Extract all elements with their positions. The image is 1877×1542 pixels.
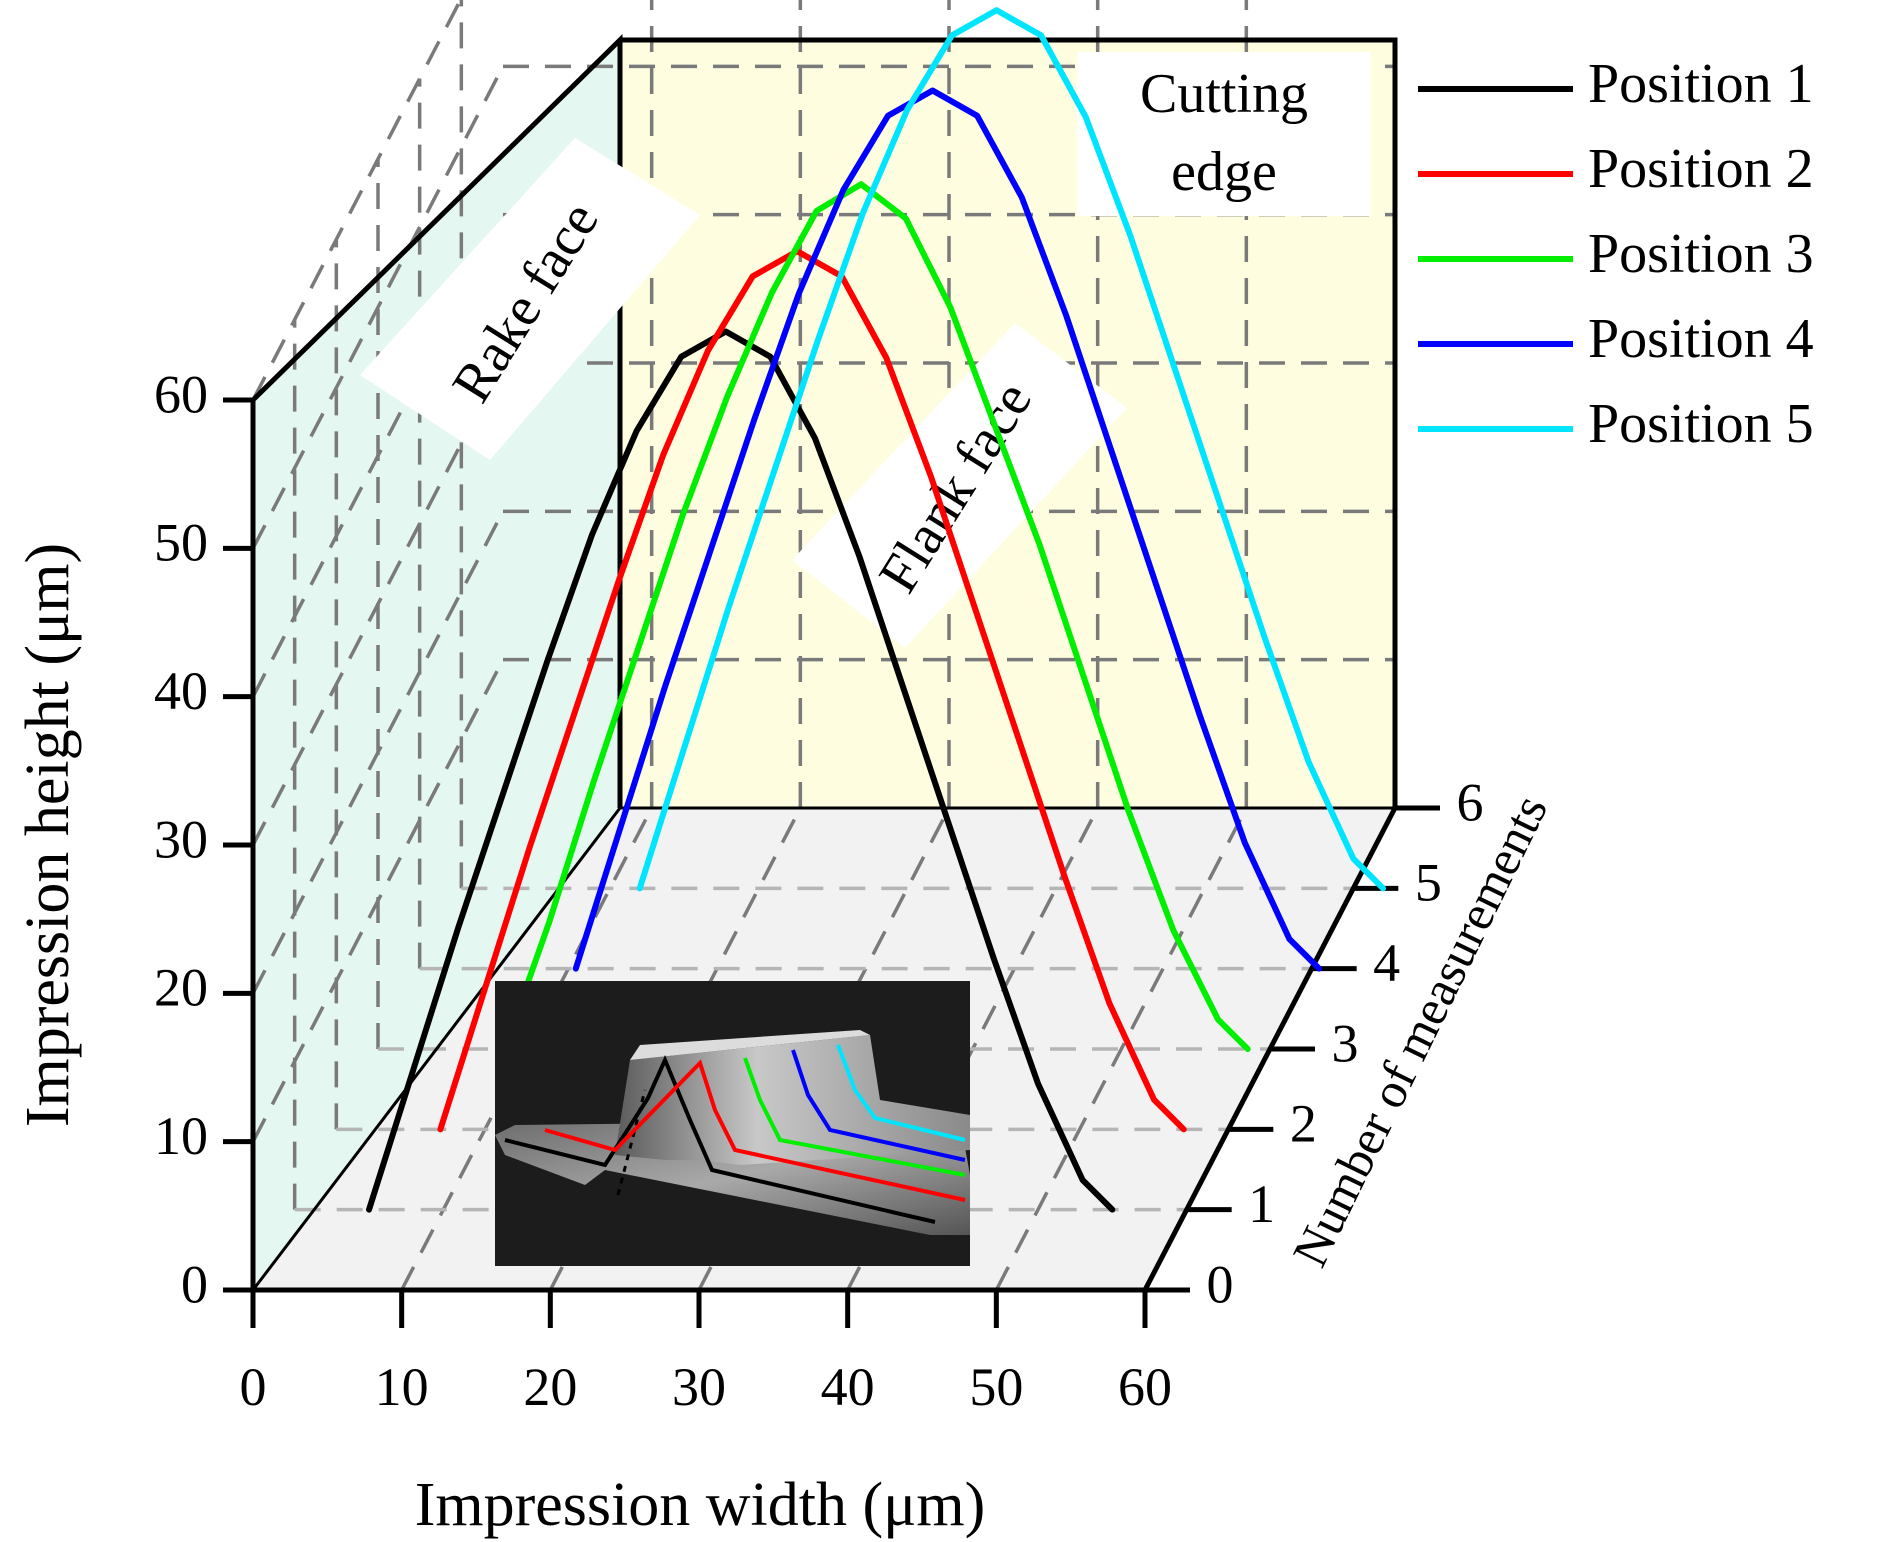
- side-grid-h-50: [251, 65, 505, 550]
- y-axis-title: Impression height (μm): [14, 543, 82, 1127]
- series-line-2: [437, 248, 1187, 1133]
- inset-ridge: [615, 1035, 970, 1165]
- x-tick-label-10: 10: [375, 1357, 429, 1417]
- series-group: [366, 7, 1387, 1213]
- x-tick-label-30: 30: [672, 1357, 726, 1417]
- inset-line-cyan: [836, 1044, 966, 1142]
- x-tick-labels: 0 10 20 30 40 50 60: [240, 1357, 1173, 1417]
- z-tick-label-6: 6: [1457, 772, 1484, 832]
- y-tick-label-10: 10: [154, 1106, 208, 1166]
- legend: Position 1 Position 2 Position 3 Position 4…: [1418, 53, 1814, 455]
- z-tick-label-0: 0: [1207, 1254, 1234, 1314]
- cutting-edge-text-line1: Cutting: [1140, 63, 1308, 125]
- z-tick-label-4: 4: [1373, 933, 1400, 993]
- y-tick-label-50: 50: [154, 513, 208, 573]
- x-tick-label-60: 60: [1118, 1357, 1172, 1417]
- z-tick-label-5: 5: [1415, 853, 1442, 913]
- legend-label-4: Position 4: [1588, 308, 1814, 370]
- y-tick-label-60: 60: [154, 364, 208, 424]
- x-tick-label-50: 50: [969, 1357, 1023, 1417]
- inset-ridge-top: [630, 1030, 870, 1060]
- y-tick-label-20: 20: [154, 958, 208, 1018]
- legend-label-2: Position 2: [1588, 138, 1814, 200]
- series-line-4: [572, 87, 1323, 972]
- x-tick-label-20: 20: [523, 1357, 577, 1417]
- z-tick-label-3: 3: [1332, 1013, 1359, 1073]
- side-wall-grid: [251, 0, 505, 1210]
- cutting-edge-text-line2: edge: [1171, 141, 1277, 203]
- back-wall-edge: [620, 37, 1398, 808]
- inset-line-green: [743, 1057, 966, 1177]
- legend-label-1: Position 1: [1588, 53, 1814, 115]
- inset-line-black: [504, 1054, 936, 1224]
- back-wall-grid: [503, 0, 1395, 808]
- inset-line-red: [544, 1059, 966, 1202]
- y-tick-labels: 0 10 20 30 40 50 60: [154, 364, 208, 1314]
- inset-line-blue: [791, 1049, 966, 1162]
- series-line-3: [501, 181, 1251, 1052]
- x-tick-label-0: 0: [240, 1357, 267, 1417]
- z-tick-label-2: 2: [1290, 1094, 1317, 1154]
- cutting-edge-label: Cutting edge: [1077, 52, 1371, 216]
- x-axis-title: Impression width (μm): [415, 1471, 986, 1539]
- legend-label-3: Position 3: [1588, 223, 1814, 285]
- legend-label-5: Position 5: [1588, 393, 1814, 455]
- y-tick-label-30: 30: [154, 809, 208, 869]
- y-tick-label-0: 0: [181, 1254, 208, 1314]
- series-line-5: [636, 7, 1387, 892]
- floor-grid-x-50: [994, 807, 1248, 1291]
- z-tick-label-1: 1: [1248, 1174, 1275, 1234]
- y-tick-label-40: 40: [154, 661, 208, 721]
- x-tick-label-40: 40: [821, 1357, 875, 1417]
- inset-photo: [495, 981, 970, 1266]
